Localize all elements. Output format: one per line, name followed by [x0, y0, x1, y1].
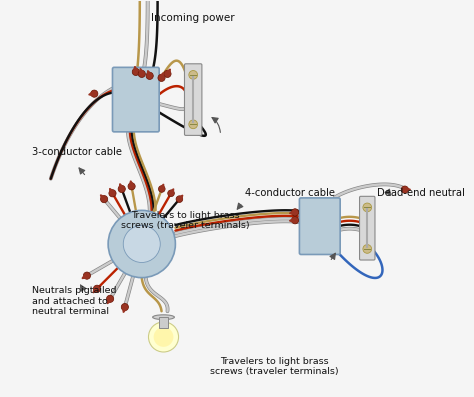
Circle shape	[176, 196, 182, 202]
Polygon shape	[405, 187, 410, 192]
Circle shape	[123, 225, 160, 262]
Polygon shape	[107, 297, 112, 304]
Polygon shape	[82, 274, 88, 278]
Polygon shape	[93, 287, 99, 293]
Polygon shape	[290, 210, 295, 215]
Circle shape	[100, 196, 108, 203]
Text: 3-conductor cable: 3-conductor cable	[32, 147, 122, 157]
Circle shape	[292, 209, 299, 216]
Text: Travelers to light brass
screws (traveler terminals): Travelers to light brass screws (travele…	[210, 357, 338, 376]
Circle shape	[148, 322, 179, 352]
Circle shape	[83, 272, 91, 279]
Text: Travelers to light brass
screws (traveler terminals): Travelers to light brass screws (travele…	[121, 210, 250, 230]
Polygon shape	[133, 66, 138, 72]
Circle shape	[154, 327, 173, 347]
Polygon shape	[129, 181, 134, 187]
Circle shape	[132, 68, 139, 75]
Circle shape	[158, 186, 165, 192]
FancyBboxPatch shape	[360, 197, 375, 260]
Polygon shape	[165, 69, 170, 75]
Circle shape	[138, 70, 146, 77]
FancyBboxPatch shape	[112, 67, 159, 132]
Polygon shape	[100, 195, 106, 201]
Circle shape	[146, 72, 153, 79]
Circle shape	[108, 210, 175, 278]
Text: Neutrals pigtailed
and attached to
neutral terminal: Neutrals pigtailed and attached to neutr…	[32, 287, 117, 316]
Circle shape	[128, 183, 135, 190]
Text: 4-conductor cable: 4-conductor cable	[245, 187, 335, 198]
Circle shape	[363, 203, 372, 212]
FancyBboxPatch shape	[184, 64, 202, 135]
Circle shape	[164, 70, 171, 77]
Circle shape	[121, 303, 128, 310]
Circle shape	[363, 245, 372, 253]
Circle shape	[107, 295, 114, 303]
Circle shape	[168, 190, 174, 197]
Polygon shape	[89, 91, 95, 96]
Polygon shape	[178, 195, 183, 200]
Circle shape	[109, 190, 116, 197]
Polygon shape	[159, 73, 164, 79]
Bar	[159, 317, 168, 328]
Polygon shape	[139, 68, 144, 75]
Circle shape	[118, 185, 125, 193]
Circle shape	[189, 120, 198, 129]
Polygon shape	[119, 184, 124, 190]
Circle shape	[189, 71, 198, 79]
Polygon shape	[169, 189, 173, 195]
Circle shape	[91, 90, 98, 97]
Polygon shape	[109, 189, 115, 195]
Polygon shape	[160, 184, 164, 190]
Text: Dead-end neutral: Dead-end neutral	[377, 187, 465, 198]
Circle shape	[292, 217, 299, 224]
Polygon shape	[122, 306, 128, 312]
Text: Incoming power: Incoming power	[151, 13, 235, 23]
Circle shape	[158, 74, 165, 81]
FancyBboxPatch shape	[300, 198, 340, 254]
Circle shape	[93, 285, 100, 292]
Circle shape	[401, 186, 409, 193]
Ellipse shape	[153, 315, 174, 320]
Polygon shape	[147, 71, 152, 77]
Polygon shape	[290, 218, 295, 223]
